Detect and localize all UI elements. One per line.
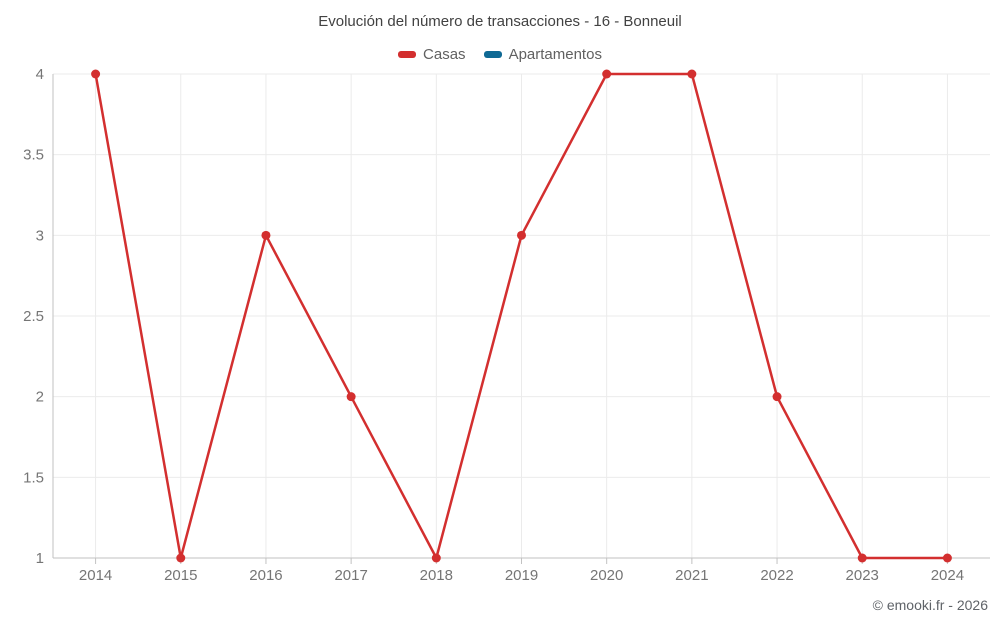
data-point-casas[interactable] — [176, 553, 186, 563]
y-axis-tick-label: 1 — [36, 550, 44, 567]
legend-item-apartamentos[interactable]: Apartamentos — [483, 46, 602, 63]
data-point-casas[interactable] — [517, 230, 526, 240]
data-point-casas[interactable] — [772, 392, 782, 402]
y-axis-tick-label: 3.5 — [23, 147, 44, 164]
casas-legend-label: Casas — [423, 46, 466, 63]
y-axis-tick-label: 2.5 — [23, 308, 44, 325]
legend-item-casas[interactable]: Casas — [398, 46, 466, 63]
apartamentos-legend-label: Apartamentos — [508, 46, 602, 63]
data-point-casas[interactable] — [602, 69, 612, 79]
x-axis-tick-label: 2021 — [675, 567, 708, 584]
x-axis-tick-label: 2016 — [249, 567, 282, 584]
x-axis-tick-label: 2020 — [590, 567, 623, 584]
y-axis-tick-label: 4 — [36, 66, 44, 83]
chart-title: Evolución del número de transacciones - … — [318, 13, 682, 30]
data-point-casas[interactable] — [857, 553, 867, 563]
data-point-casas[interactable] — [431, 553, 441, 563]
x-axis-tick-label: 2022 — [760, 567, 793, 584]
data-point-casas[interactable] — [687, 69, 697, 79]
x-axis-tick-label: 2017 — [334, 567, 367, 584]
legend: Casas Apartamentos — [0, 46, 1000, 63]
copyright-text: © emooki.fr - 2026 — [872, 597, 988, 613]
x-axis-tick-label: 2018 — [420, 567, 453, 584]
y-axis-tick-label: 1.5 — [23, 469, 44, 486]
x-axis-tick-label: 2014 — [79, 567, 112, 584]
x-axis-tick-label: 2024 — [931, 567, 964, 584]
data-point-casas[interactable] — [91, 69, 101, 79]
data-point-casas[interactable] — [346, 392, 356, 402]
casas-legend-swatch-icon — [398, 51, 417, 58]
data-point-casas[interactable] — [942, 553, 952, 563]
apartamentos-legend-swatch-icon — [483, 51, 502, 58]
x-axis-tick-label: 2019 — [505, 567, 538, 584]
x-axis-tick-label: 2023 — [846, 567, 879, 584]
y-axis-tick-label: 3 — [36, 227, 44, 244]
x-axis-tick-label: 2015 — [164, 567, 197, 584]
y-axis-tick-label: 2 — [36, 389, 44, 406]
data-point-casas[interactable] — [261, 230, 271, 240]
